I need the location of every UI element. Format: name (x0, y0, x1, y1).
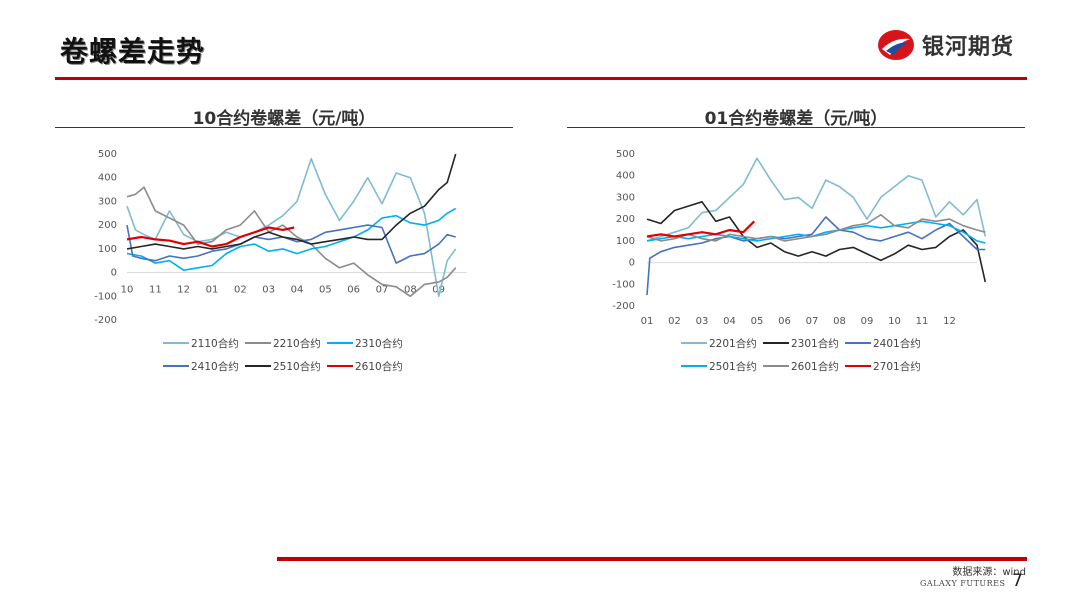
series-line-2601合约 (646, 214, 986, 242)
series-line-2110合约 (126, 157, 457, 298)
legend-label: 2501合约 (709, 360, 757, 373)
legend-label: 2701合约 (873, 360, 921, 373)
series-line-2510合约 (126, 153, 457, 250)
chart-title-01: 01合约卷螺差（元/吨） (704, 109, 888, 129)
y-tick-label: -200 (94, 315, 117, 326)
x-tick-label: 12 (177, 285, 190, 296)
x-tick-label: 04 (723, 316, 736, 327)
legend-label: 2510合约 (273, 360, 321, 373)
series-line-2401合约 (646, 216, 986, 296)
x-tick-label: 11 (916, 316, 929, 327)
title-divider (55, 77, 1027, 80)
series-line-2701合约 (646, 220, 756, 238)
series-line-2410合约 (126, 224, 456, 264)
x-tick-label: 08 (404, 285, 417, 296)
y-tick-label: 300 (98, 196, 117, 207)
galaxy-futures-logo: 银河期货 (876, 27, 1014, 63)
x-tick-label: 12 (943, 316, 956, 327)
x-tick-label: 02 (668, 316, 681, 327)
y-tick-label: 400 (616, 171, 635, 182)
y-tick-label: 400 (98, 173, 117, 184)
footer-brand: GALAXY FUTURES (920, 579, 1006, 588)
page-title: 卷螺差走势 (60, 35, 206, 68)
x-tick-label: 05 (319, 285, 332, 296)
legend-label: 2401合约 (873, 337, 921, 350)
y-tick-label: 500 (616, 149, 635, 160)
y-tick-label: 200 (616, 214, 635, 225)
page-number: 7 (1012, 571, 1023, 591)
y-tick-label: 100 (616, 236, 635, 247)
y-tick-label: 300 (616, 192, 635, 203)
series-line-2301合约 (646, 201, 987, 283)
legend-label: 2210合约 (273, 337, 321, 350)
x-tick-label: 11 (149, 285, 162, 296)
y-tick-label: 100 (98, 244, 117, 255)
legend-label: 2310合约 (355, 337, 403, 350)
series-line-2501合约 (646, 220, 986, 244)
x-tick-label: 07 (376, 285, 389, 296)
legend-label: 2201合约 (709, 337, 757, 350)
series-line-2210合约 (126, 186, 457, 298)
x-tick-label: 06 (347, 285, 360, 296)
x-tick-label: 01 (206, 285, 219, 296)
y-tick-label: 0 (111, 268, 117, 279)
x-tick-label: 05 (751, 316, 764, 327)
logo-text: 银河期货 (922, 35, 1015, 60)
x-tick-label: 09 (861, 316, 874, 327)
x-tick-label: 09 (432, 285, 445, 296)
y-tick-label: -100 (94, 291, 117, 302)
chart-01-contract-spread: 500 400 300 200 100 0 -100 -200 01 02 03 04 05 06 07 08… (612, 149, 987, 373)
y-tick-label: -100 (612, 279, 635, 290)
legend-label: 2110合约 (191, 337, 239, 350)
x-tick-label: 04 (291, 285, 304, 296)
x-tick-label: 01 (641, 316, 654, 327)
x-tick-label: 08 (833, 316, 846, 327)
x-tick-label: 07 (806, 316, 819, 327)
legend-label: 2301合约 (791, 337, 839, 350)
footer-divider (277, 557, 1027, 561)
series-line-2310合约 (126, 207, 457, 271)
x-tick-label: 03 (696, 316, 709, 327)
x-tick-label: 06 (778, 316, 791, 327)
y-tick-label: 500 (98, 149, 117, 160)
legend-label: 2410合约 (191, 360, 239, 373)
series-line-2610合约 (126, 226, 295, 248)
data-source: 数据来源：wind (952, 567, 1026, 578)
x-tick-label: 10 (121, 285, 134, 296)
chart-10-contract-spread: 500 400 300 200 100 0 -100 -200 10 11 12 01 02 03 04 05… (94, 149, 467, 373)
y-tick-label: 0 (629, 258, 635, 269)
x-tick-label: 03 (262, 285, 275, 296)
y-tick-label: -200 (612, 301, 635, 312)
x-tick-label: 02 (234, 285, 247, 296)
y-tick-label: 200 (98, 220, 117, 231)
chart-title-10: 10合约卷螺差（元/吨） (192, 109, 376, 129)
galaxy-logo-icon (878, 30, 914, 60)
legend-label: 2610合约 (355, 360, 403, 373)
chart-title-rule-01 (567, 127, 1025, 128)
x-tick-label: 10 (888, 316, 901, 327)
chart-title-rule-10 (55, 127, 513, 128)
series-line-2201合约 (646, 157, 987, 242)
legend-label: 2601合约 (791, 360, 839, 373)
